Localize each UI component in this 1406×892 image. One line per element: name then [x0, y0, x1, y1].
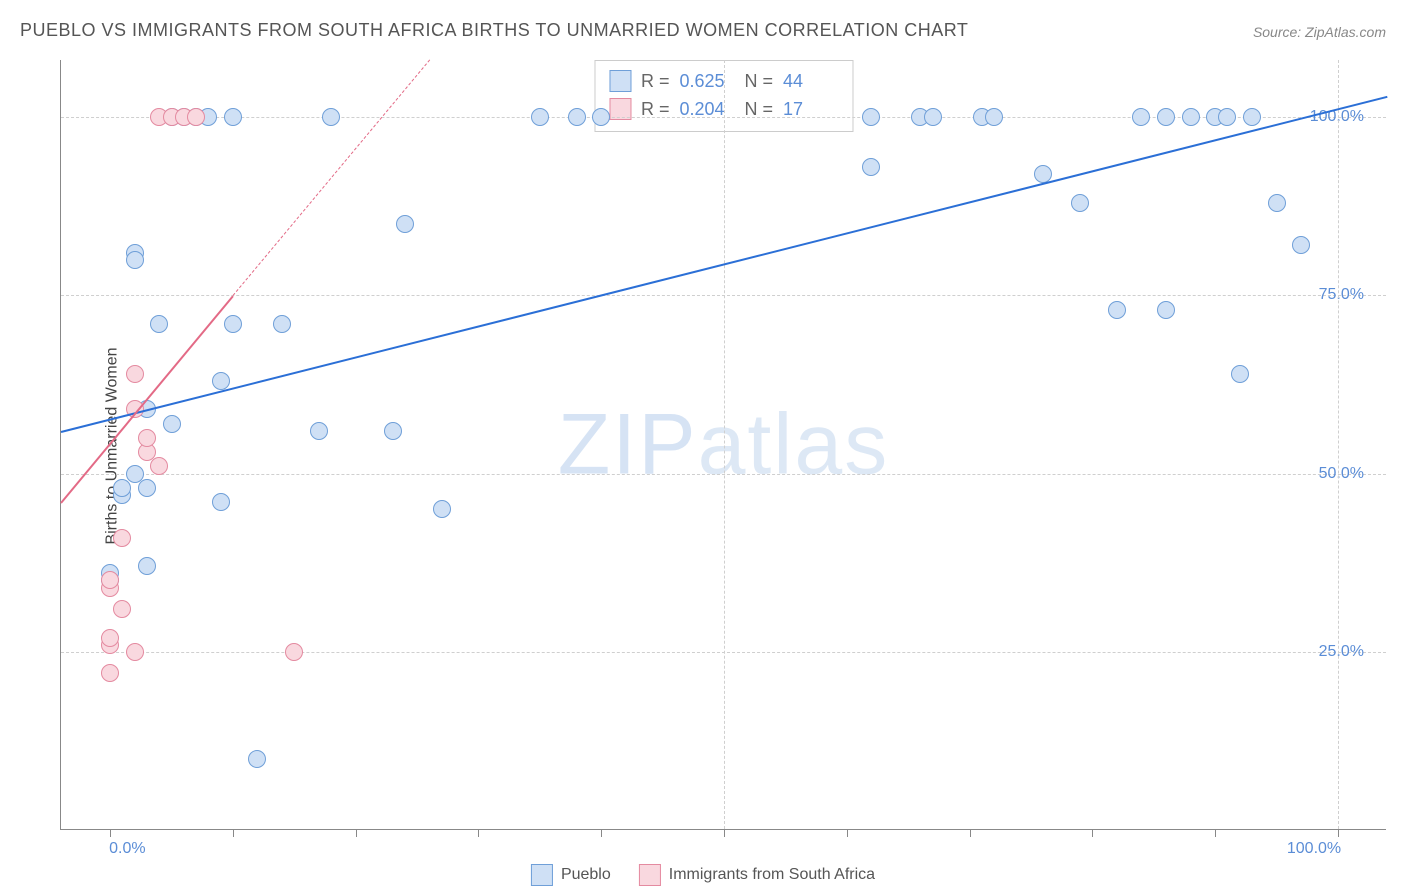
trendline-extrapolated: [232, 60, 429, 296]
plot-area: ZIPatlas R = 0.625N = 44R = 0.204N = 17 …: [60, 60, 1386, 830]
data-point: [384, 422, 402, 440]
x-tick: [1338, 829, 1339, 837]
x-tick: [724, 829, 725, 837]
data-point: [1268, 194, 1286, 212]
data-point: [126, 643, 144, 661]
data-point: [924, 108, 942, 126]
watermark-bold: ZIP: [558, 396, 698, 492]
data-point: [224, 315, 242, 333]
x-tick: [1215, 829, 1216, 837]
data-point: [101, 629, 119, 647]
x-tick: [601, 829, 602, 837]
data-point: [1071, 194, 1089, 212]
chart-container: PUEBLO VS IMMIGRANTS FROM SOUTH AFRICA B…: [0, 0, 1406, 892]
legend-swatch: [531, 864, 553, 886]
stat-n-value: 17: [783, 95, 838, 123]
legend-label: Pueblo: [561, 866, 611, 884]
x-tick: [847, 829, 848, 837]
legend-swatch: [639, 864, 661, 886]
stat-n-value: 44: [783, 67, 838, 95]
stat-r-label: R =: [641, 95, 670, 123]
data-point: [322, 108, 340, 126]
stat-n-label: N =: [745, 67, 774, 95]
x-tick: [970, 829, 971, 837]
stat-r-value: 0.625: [680, 67, 735, 95]
data-point: [101, 571, 119, 589]
data-point: [1108, 301, 1126, 319]
data-point: [113, 479, 131, 497]
data-point: [113, 529, 131, 547]
x-tick-label: 0.0%: [109, 840, 145, 858]
data-point: [396, 215, 414, 233]
data-point: [126, 251, 144, 269]
data-point: [150, 457, 168, 475]
trendline: [60, 296, 233, 504]
data-point: [1182, 108, 1200, 126]
data-point: [273, 315, 291, 333]
data-point: [248, 750, 266, 768]
x-tick: [110, 829, 111, 837]
data-point: [433, 500, 451, 518]
data-point: [1157, 108, 1175, 126]
data-point: [985, 108, 1003, 126]
data-point: [101, 664, 119, 682]
x-tick: [1092, 829, 1093, 837]
legend-item: Pueblo: [531, 864, 611, 886]
data-point: [113, 600, 131, 618]
y-tick-label: 100.0%: [1310, 108, 1364, 126]
stat-r-label: R =: [641, 67, 670, 95]
x-tick: [233, 829, 234, 837]
y-tick-label: 25.0%: [1319, 643, 1364, 661]
data-point: [285, 643, 303, 661]
data-point: [1292, 236, 1310, 254]
data-point: [568, 108, 586, 126]
x-tick: [478, 829, 479, 837]
stat-n-label: N =: [745, 95, 774, 123]
y-tick-label: 75.0%: [1319, 286, 1364, 304]
gridline-v: [724, 60, 725, 829]
data-point: [150, 315, 168, 333]
data-point: [1218, 108, 1236, 126]
data-point: [163, 415, 181, 433]
data-point: [862, 108, 880, 126]
data-point: [1157, 301, 1175, 319]
data-point: [1243, 108, 1261, 126]
stat-r-value: 0.204: [680, 95, 735, 123]
data-point: [592, 108, 610, 126]
chart-title: PUEBLO VS IMMIGRANTS FROM SOUTH AFRICA B…: [20, 20, 968, 41]
data-point: [138, 429, 156, 447]
gridline-v: [1338, 60, 1339, 829]
series-swatch: [609, 70, 631, 92]
x-tick: [356, 829, 357, 837]
legend: Pueblo Immigrants from South Africa: [531, 864, 875, 886]
data-point: [187, 108, 205, 126]
data-point: [224, 108, 242, 126]
source-attribution: Source: ZipAtlas.com: [1253, 24, 1386, 40]
data-point: [310, 422, 328, 440]
data-point: [531, 108, 549, 126]
legend-item: Immigrants from South Africa: [639, 864, 875, 886]
y-tick-label: 50.0%: [1319, 465, 1364, 483]
data-point: [126, 365, 144, 383]
data-point: [862, 158, 880, 176]
data-point: [212, 493, 230, 511]
legend-label: Immigrants from South Africa: [669, 866, 875, 884]
data-point: [1132, 108, 1150, 126]
x-tick-label: 100.0%: [1287, 840, 1341, 858]
data-point: [138, 557, 156, 575]
watermark-light: atlas: [698, 396, 890, 492]
data-point: [138, 479, 156, 497]
data-point: [212, 372, 230, 390]
data-point: [1231, 365, 1249, 383]
